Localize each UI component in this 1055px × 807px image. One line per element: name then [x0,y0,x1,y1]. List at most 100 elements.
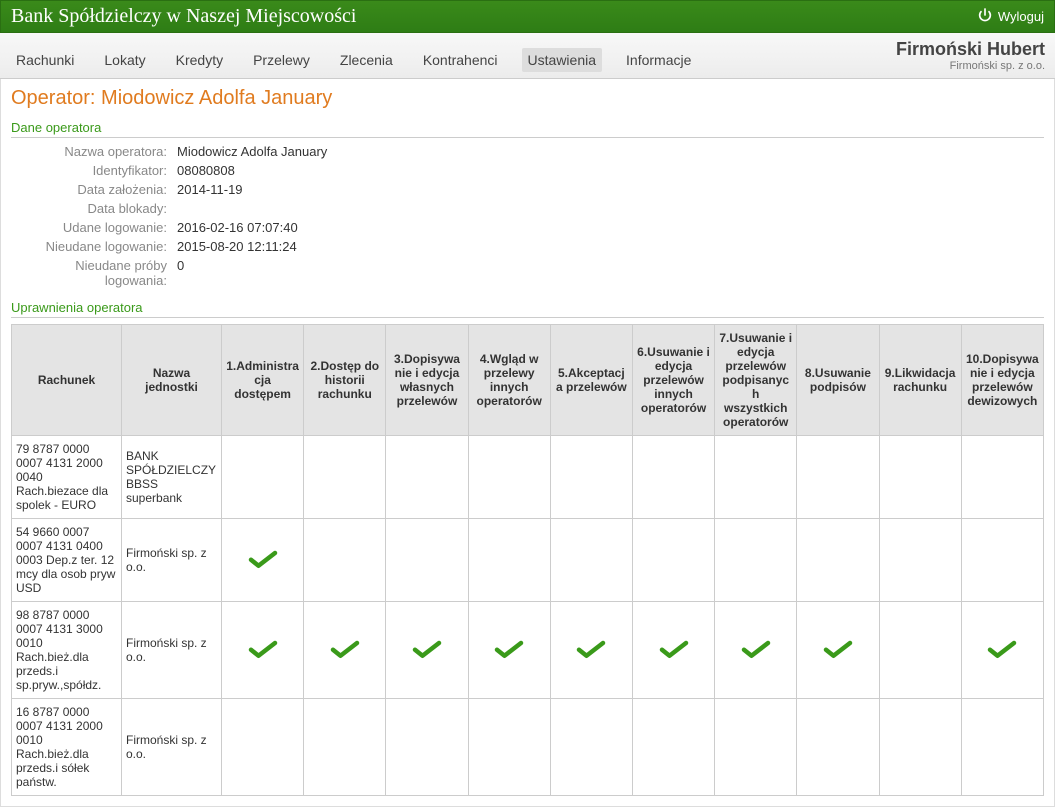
perm-cell [632,519,714,602]
logout-button[interactable]: Wyloguj [977,7,1044,26]
perm-cell [386,436,468,519]
perm-cell [550,602,632,699]
table-header-cell: 1.Administracja dostępem [222,325,304,436]
perm-cell [386,699,468,796]
check-icon [412,648,442,662]
unit-cell: Firmoński sp. z o.o. [122,602,222,699]
perm-cell [715,699,797,796]
perm-cell [304,436,386,519]
table-row: 98 8787 0000 0007 4131 3000 0010 Rach.bi… [12,602,1044,699]
perm-cell [797,699,879,796]
perm-cell [715,519,797,602]
table-header-cell: Nazwa jednostki [122,325,222,436]
nav-tab[interactable]: Przelewy [247,48,316,72]
field-value: 2015-08-20 12:11:24 [177,239,1044,254]
perm-cell [222,519,304,602]
perm-cell [386,602,468,699]
table-row: 16 8787 0000 0007 4131 2000 0010 Rach.bi… [12,699,1044,796]
check-icon [248,558,278,572]
field-label: Nieudane logowanie: [17,239,167,254]
perm-cell [797,519,879,602]
unit-cell: Firmoński sp. z o.o. [122,699,222,796]
table-header-cell: 9.Likwidacja rachunku [879,325,961,436]
power-icon [977,7,993,26]
table-header-row: RachunekNazwa jednostki1.Administracja d… [12,325,1044,436]
perm-cell [879,519,961,602]
perm-cell [632,436,714,519]
perm-cell [304,699,386,796]
account-cell: 79 8787 0000 0007 4131 2000 0040 Rach.bi… [12,436,122,519]
check-icon [248,648,278,662]
top-bar: Bank Spółdzielczy w Naszej Miejscowości … [0,0,1055,33]
sub-header: Rachunki Lokaty Kredyty Przelewy Zlecenia Kon… [0,33,1055,79]
perm-cell [961,519,1043,602]
field-label: Data blokady: [17,201,167,216]
table-row: 54 9660 0007 0007 4131 0400 0003 Dep.z t… [12,519,1044,602]
field-value: 2016-02-16 07:07:40 [177,220,1044,235]
table-header-cell: 10.Dopisywanie i edycja przelewów dewizo… [961,325,1043,436]
perm-cell [468,699,550,796]
account-cell: 98 8787 0000 0007 4131 3000 0010 Rach.bi… [12,602,122,699]
nav-tab[interactable]: Kontrahenci [417,48,504,72]
unit-cell: Firmoński sp. z o.o. [122,519,222,602]
client-block: Firmoński Hubert Firmoński sp. z o.o. [896,33,1045,78]
perm-cell [386,519,468,602]
check-icon [576,648,606,662]
table-row: 79 8787 0000 0007 4131 2000 0040 Rach.bi… [12,436,1044,519]
table-header-cell: 4.Wgląd w przelewy innych operatorów [468,325,550,436]
perm-cell [797,602,879,699]
perm-cell [879,436,961,519]
field-value: 2014-11-19 [177,182,1044,197]
field-label: Identyfikator: [17,163,167,178]
nav-tab[interactable]: Zlecenia [334,48,399,72]
perm-cell [715,436,797,519]
perm-cell [715,602,797,699]
account-cell: 54 9660 0007 0007 4131 0400 0003 Dep.z t… [12,519,122,602]
account-cell: 16 8787 0000 0007 4131 2000 0010 Rach.bi… [12,699,122,796]
nav-tab[interactable]: Lokaty [98,48,151,72]
table-header-cell: 8.Usuwanie podpisów [797,325,879,436]
check-icon [494,648,524,662]
perm-cell [222,699,304,796]
check-icon [741,648,771,662]
client-company: Firmoński sp. z o.o. [896,60,1045,72]
field-label: Udane logowanie: [17,220,167,235]
perm-cell [632,602,714,699]
page-title: Operator: Miodowicz Adolfa January [11,87,1044,110]
nav-tabs: Rachunki Lokaty Kredyty Przelewy Zlecenia Kon… [10,38,697,78]
perm-cell [961,436,1043,519]
nav-tab[interactable]: Informacje [620,48,697,72]
field-value: Miodowicz Adolfa January [177,144,1044,159]
perm-cell [797,436,879,519]
field-label: Nazwa operatora: [17,144,167,159]
nav-tab[interactable]: Kredyty [170,48,229,72]
field-value: 0 [177,258,1044,288]
section-permissions: Uprawnienia operatora [11,300,1044,318]
table-header-cell: 6.Usuwanie i edycja przelewów innych ope… [632,325,714,436]
bank-title: Bank Spółdzielczy w Naszej Miejscowości [11,5,356,28]
table-header-cell: 3.Dopisywanie i edycja własnych przelewó… [386,325,468,436]
field-label: Data założenia: [17,182,167,197]
nav-tab[interactable]: Ustawienia [522,48,602,72]
client-name: Firmoński Hubert [896,39,1045,60]
perm-cell [222,602,304,699]
field-value [177,201,1044,216]
table-header-cell: Rachunek [12,325,122,436]
check-icon [659,648,689,662]
operator-field-grid: Nazwa operatora: Miodowicz Adolfa January… [17,144,1044,288]
perm-cell [468,602,550,699]
check-icon [330,648,360,662]
permissions-table: RachunekNazwa jednostki1.Administracja d… [11,324,1044,796]
section-operator-data: Dane operatora [11,120,1044,138]
perm-cell [550,436,632,519]
perm-cell [550,519,632,602]
perm-cell [961,699,1043,796]
nav-tab[interactable]: Rachunki [10,48,80,72]
check-icon [987,648,1017,662]
perm-cell [222,436,304,519]
table-header-cell: 7.Usuwanie i edycja przelewów podpisanyc… [715,325,797,436]
check-icon [823,648,853,662]
perm-cell [961,602,1043,699]
table-header-cell: 5.Akceptacja przelewów [550,325,632,436]
perm-cell [879,602,961,699]
